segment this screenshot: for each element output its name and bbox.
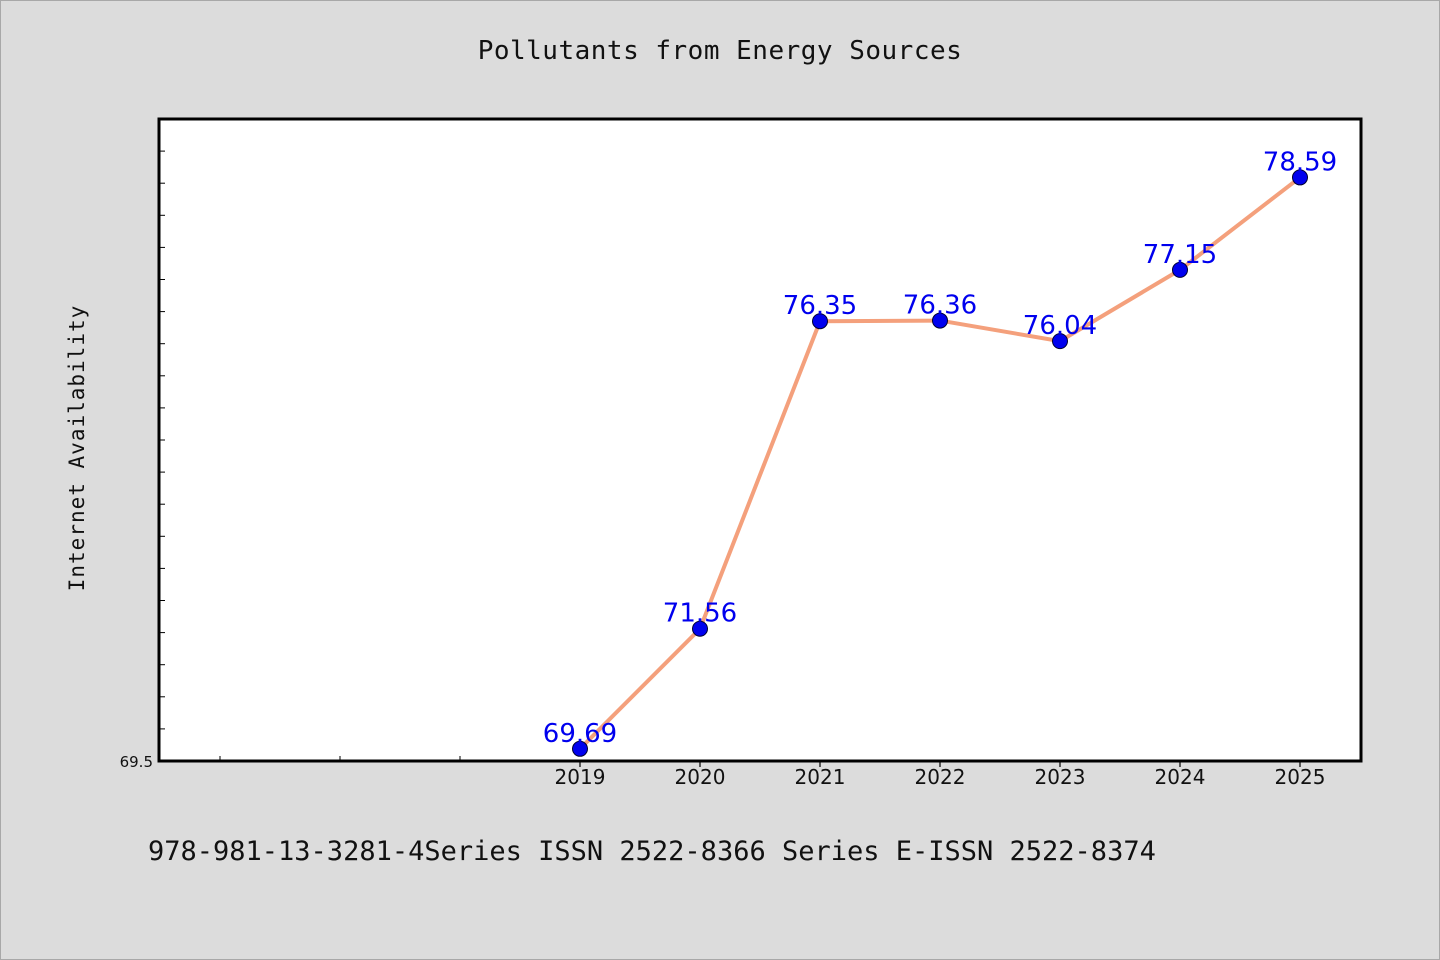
data-point <box>812 313 828 330</box>
data-point <box>1052 333 1068 350</box>
data-label: 76.35 <box>783 291 857 321</box>
data-point <box>1292 169 1308 186</box>
x-tick-label: 2025 <box>1275 765 1326 789</box>
data-label: 76.04 <box>1023 311 1097 341</box>
plot-area <box>157 117 1363 763</box>
x-tick-label: 2020 <box>675 765 726 789</box>
x-axis-ticks: 2019 2020 2021 2022 2023 2024 2025 <box>219 756 1326 789</box>
x-tick-label: 2019 <box>555 765 606 789</box>
footer-note: 978-981-13-3281-4Series ISSN 2522-8366 S… <box>148 836 1156 867</box>
x-tick-label: 2023 <box>1035 765 1086 789</box>
data-label: 69.69 <box>543 719 617 749</box>
x-tick-label: 2021 <box>795 765 846 789</box>
x-tick-label: 2024 <box>1155 765 1206 789</box>
chart-title: Pollutants from Energy Sources <box>477 36 963 66</box>
data-label: 71.56 <box>663 599 737 629</box>
data-point <box>572 740 588 757</box>
data-point <box>932 312 948 329</box>
series-layer: 69.69 71.56 76.35 76.36 76.04 77.15 78.59 <box>543 147 1337 757</box>
x-tick-label: 2022 <box>915 765 966 789</box>
data-point <box>1172 261 1188 278</box>
y-tick-label: 69.5 <box>120 753 153 771</box>
data-point <box>692 620 708 637</box>
data-label: 78.59 <box>1263 147 1337 177</box>
data-label: 77.15 <box>1143 240 1217 270</box>
y-axis-ticks <box>159 150 165 730</box>
data-label: 76.36 <box>903 291 977 321</box>
